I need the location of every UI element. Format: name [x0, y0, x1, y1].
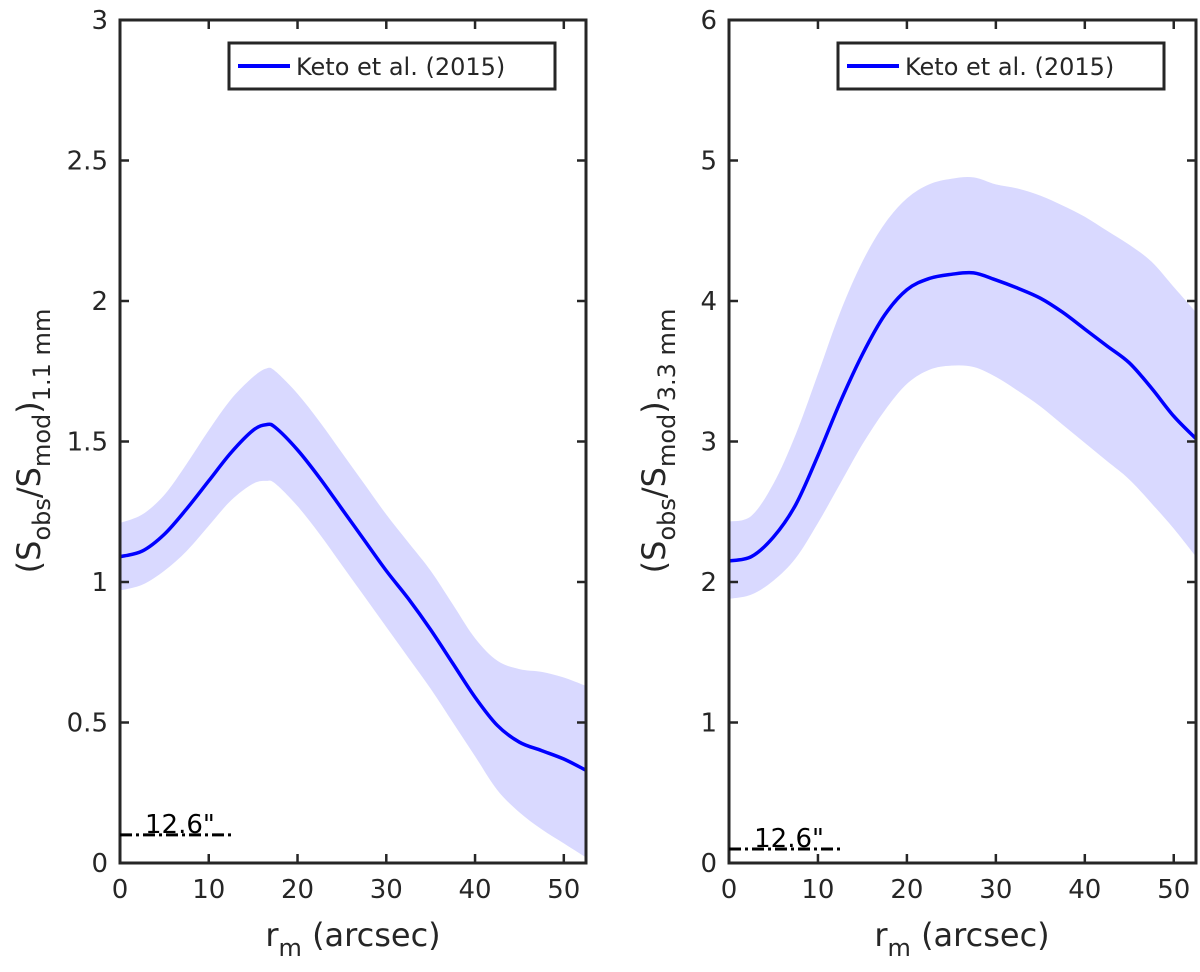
- right-y-tick-label: 5: [700, 147, 717, 177]
- left-x-tick-labels: 0 10 20 30 40 50: [112, 875, 581, 905]
- right-scale-bar-label: 12.6": [754, 824, 824, 854]
- right-y-tick-label: 6: [700, 6, 717, 36]
- right-y-close: ): [635, 401, 673, 413]
- right-y-sub-wavelength: 3.3 mm: [653, 309, 681, 402]
- left-y-tick-label: 1: [91, 568, 108, 598]
- right-x-tick-labels: 0 10 20 30 40 50: [721, 875, 1191, 905]
- left-legend: Keto et al. (2015): [227, 41, 557, 91]
- left-axes-frame: [118, 18, 588, 865]
- right-x-tick-label: 50: [1157, 875, 1190, 905]
- right-x-axis-symbol: r: [874, 916, 888, 954]
- right-y-tick-label: 1: [700, 709, 717, 739]
- left-x-axis-title: rm (arcsec): [265, 916, 440, 962]
- left-y-sub-mod: mod: [28, 414, 56, 467]
- right-x-tick-label: 20: [890, 875, 923, 905]
- left-x-tick-label: 20: [281, 875, 314, 905]
- right-y-tick-label: 2: [700, 568, 717, 598]
- left-y-mid: /S: [10, 467, 48, 498]
- left-x-tick-label: 10: [192, 875, 225, 905]
- right-x-tick-label: 0: [721, 875, 738, 905]
- right-series-line: [728, 270, 1198, 563]
- right-uncertainty-band: [729, 177, 1196, 599]
- right-y-prefix: (S: [635, 541, 673, 574]
- left-series-line: [119, 422, 587, 772]
- left-x-axis-subscript: m: [279, 934, 302, 962]
- right-scale-bar: 12.6": [729, 824, 842, 854]
- left-y-close: ): [10, 401, 48, 413]
- left-x-axis-symbol: r: [265, 916, 279, 954]
- left-uncertainty-band: [120, 367, 586, 858]
- right-legend-label: Keto et al. (2015): [905, 53, 1114, 81]
- left-y-tick-label: 2.5: [67, 147, 108, 177]
- right-x-tick-label: 30: [979, 875, 1012, 905]
- left-x-tick-label: 0: [112, 875, 129, 905]
- left-scale-bar-label: 12.6": [145, 810, 215, 840]
- right-chart-panel: 0 10 20 30 40 50 0 1 2 3 4 5 6 12.6" Keto et al. (2…: [635, 6, 1198, 962]
- left-y-sub-obs: obs: [28, 498, 56, 540]
- right-y-tick-label: 0: [700, 849, 717, 879]
- right-x-axis-unit: (arcsec): [921, 916, 1050, 954]
- left-y-tick-label: 3: [91, 6, 108, 36]
- right-y-sub-obs: obs: [653, 498, 681, 540]
- right-axes-frame: [727, 18, 1198, 865]
- right-y-tick-labels: 0 1 2 3 4 5 6: [700, 6, 717, 879]
- left-y-tick-labels: 0 0.5 1 1.5 2 2.5 3: [67, 6, 108, 879]
- right-y-axis-title: (Sobs/Smod)3.3 mm: [635, 309, 681, 574]
- right-y-mid: /S: [635, 467, 673, 498]
- left-y-prefix: (S: [10, 541, 48, 574]
- left-x-axis-unit: (arcsec): [312, 916, 441, 954]
- right-y-sub-mod: mod: [653, 414, 681, 467]
- left-y-sub-wavelength: 1.1 mm: [28, 309, 56, 402]
- left-legend-label: Keto et al. (2015): [296, 53, 505, 81]
- right-legend: Keto et al. (2015): [836, 41, 1166, 91]
- right-x-tick-label: 10: [801, 875, 834, 905]
- left-y-tick-label: 0: [91, 849, 108, 879]
- right-x-axis-title: rm (arcsec): [874, 916, 1049, 962]
- left-x-tick-label: 50: [547, 875, 580, 905]
- right-y-tick-label: 4: [700, 287, 717, 317]
- right-x-axis-unit-space: [911, 916, 921, 954]
- left-y-axis-title: (Sobs/Smod)1.1 mm: [10, 309, 56, 574]
- right-x-tick-label: 40: [1068, 875, 1101, 905]
- right-x-axis-subscript: m: [888, 934, 911, 962]
- left-y-tick-label: 1.5: [67, 428, 108, 458]
- left-y-tick-label: 0.5: [67, 709, 108, 739]
- left-x-tick-label: 30: [370, 875, 403, 905]
- left-x-axis-unit-space: [302, 916, 312, 954]
- left-y-tick-label: 2: [91, 287, 108, 317]
- left-chart-panel: 0 10 20 30 40 50 0 0.5 1 1.5 2 2.5 3 12.6" Keto et …: [10, 6, 588, 962]
- left-scale-bar: 12.6": [120, 810, 232, 840]
- left-x-tick-label: 40: [459, 875, 492, 905]
- right-y-tick-label: 3: [700, 428, 717, 458]
